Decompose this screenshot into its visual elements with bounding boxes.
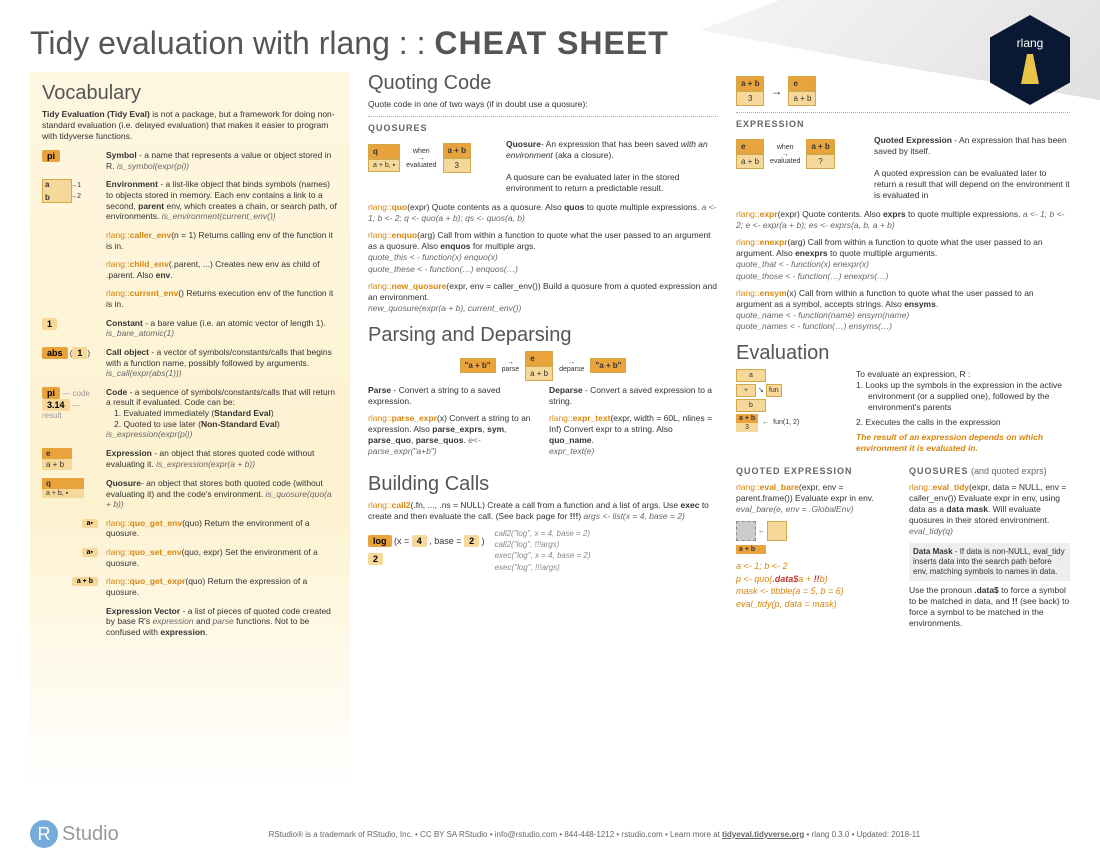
- intro-bold: Tidy Evaluation (Tidy Eval): [42, 109, 150, 119]
- new-quosure-fn: rlang::new_quosure(expr, env = caller_en…: [368, 281, 718, 314]
- expr-diagram: e a + b: [42, 448, 98, 470]
- rstudio-text: Studio: [62, 823, 119, 846]
- footer: R Studio RStudio® is a trademark of RStu…: [0, 818, 1100, 850]
- parse-def: Parse - Convert a string to a saved expr…: [368, 385, 537, 407]
- quosure-definition: Quosure- An expression that has been sav…: [506, 139, 718, 194]
- code-def: Code - a sequence of symbols/constants/c…: [106, 387, 338, 440]
- call2-fn: rlang::call2(.fn, ..., .ns = NULL) Creat…: [368, 500, 718, 522]
- vocab-heading: Vocabulary: [42, 82, 338, 105]
- enexpr-fn: rlang::enexpr(arg) Call from within a fu…: [736, 237, 1070, 281]
- quo-fn: rlang::quo(expr) Quote contents as a quo…: [368, 202, 718, 224]
- vocabulary-panel: Vocabulary Tidy Evaluation (Tidy Eval) i…: [30, 72, 350, 792]
- constant-def: Constant - a bare value (i.e. an atomic …: [106, 318, 338, 339]
- current-env-fn: rlang::current_env() Returns execution e…: [106, 288, 338, 309]
- ensym-fn: rlang::ensym(x) Call from within a funct…: [736, 288, 1070, 332]
- symbol-def: Symbol - a name that represents a value …: [106, 150, 338, 171]
- expression-subhead: EXPRESSION: [736, 119, 1070, 129]
- quo-get-expr-fn: rlang::quo_get_expr(quo) Return the expr…: [106, 576, 338, 597]
- child-env-fn: rlang::child_env(.parent, ...) Creates n…: [106, 259, 338, 280]
- parsing-heading: Parsing and Deparsing: [368, 324, 718, 347]
- quoting-heading: Quoting Code: [368, 72, 718, 95]
- quo-set-env-fn: rlang::quo_set_env(quo, expr) Set the en…: [106, 547, 338, 568]
- quoting-sub: Quote code in one of two ways (if in dou…: [368, 99, 718, 110]
- call-def: Call object - a vector of symbols/consta…: [106, 347, 338, 379]
- data-pronoun-note: Use the pronoun .data$ to force a symbol…: [909, 585, 1070, 629]
- eval-bare-fn: rlang::eval_bare(expr, env = parent.fram…: [736, 482, 897, 515]
- expression-diagram: ea + b when→evaluated a + b?: [736, 135, 866, 173]
- title-part-a: Tidy evaluation with rlang : :: [30, 25, 434, 61]
- rstudio-logo: R Studio: [30, 820, 119, 848]
- eval-code-example: a <- 1; b <- 2 p <- quo(.data$a + !!b) m…: [736, 560, 897, 610]
- rstudio-r-icon: R: [30, 820, 58, 848]
- code-diagram: pi — code 3.14 — result: [42, 387, 98, 420]
- expr-text-fn: rlang::expr_text(expr, width = 60L, nlin…: [549, 413, 718, 457]
- eval-tidy-fn: rlang::eval_tidy(expr, data = NULL, env …: [909, 482, 1070, 537]
- footer-text: RStudio® is a trademark of RStudio, Inc.…: [119, 830, 1070, 839]
- pi-chip: pi: [42, 150, 60, 162]
- logo-label: rlang: [1017, 36, 1044, 50]
- quoted-expr-definition: Quoted Expression - An expression that h…: [874, 135, 1070, 201]
- building-heading: Building Calls: [368, 473, 718, 496]
- eval-heading: Evaluation: [736, 342, 1070, 365]
- env-diagram: a b →1 →2: [42, 179, 98, 203]
- deparse-def: Deparse - Convert a saved expression to …: [549, 385, 718, 407]
- env-def: Environment - a list-like object that bi…: [106, 179, 338, 222]
- title-part-b: CHEAT SHEET: [434, 25, 668, 61]
- parse-diagram: "a + b" →parse ea + b →deparse "a + b": [368, 351, 718, 381]
- expr-fn: rlang::expr(expr) Quote contents. Also e…: [736, 209, 1070, 231]
- one-chip: 1: [42, 318, 57, 330]
- quoted-expr-subhead: QUOTED EXPRESSION: [736, 466, 897, 476]
- quosures-eval-subhead: QUOSURES (and quoted exprs): [909, 466, 1070, 476]
- eval-steps: To evaluate an expression, R : 1. Looks …: [856, 369, 1070, 454]
- logo-path-icon: [1015, 54, 1045, 84]
- quo-def: Quosure- an object that stores both quot…: [106, 478, 338, 510]
- eval-diagram: a + ↘ fun b a + b3 ←fun(1, 2): [736, 369, 846, 454]
- call-diagram: abs (1): [42, 347, 98, 359]
- vocab-intro: Tidy Evaluation (Tidy Eval) is not a pac…: [42, 109, 338, 142]
- quosure-diagram: q a + b, ▪ when→evaluated a + b 3: [368, 139, 498, 177]
- data-mask-note: Data Mask - If data is non-NULL, eval_ti…: [909, 543, 1070, 581]
- caller-env-fn: rlang::caller_env(n = 1) Returns calling…: [106, 230, 338, 251]
- parse-expr-fn: rlang::parse_expr(x) Convert a string to…: [368, 413, 537, 457]
- quo-get-env-fn: rlang::quo_get_env(quo) Return the envir…: [106, 518, 338, 539]
- quo-diagram: q a + b, ▪: [42, 478, 98, 498]
- quosures-subhead: QUOSURES: [368, 123, 718, 133]
- enquo-fn: rlang::enquo(arg) Call from within a fun…: [368, 230, 718, 274]
- expr-vector-def: Expression Vector - a list of pieces of …: [106, 606, 338, 638]
- log-call-diagram: log (x = 4 , base = 2 ) 2: [368, 535, 485, 565]
- call2-examples: call2("log", x = 4, base = 2) call2("log…: [495, 528, 591, 573]
- eval-mask-diagram: ← a + b: [736, 521, 897, 554]
- expr-def: Expression - an object that stores quote…: [106, 448, 338, 469]
